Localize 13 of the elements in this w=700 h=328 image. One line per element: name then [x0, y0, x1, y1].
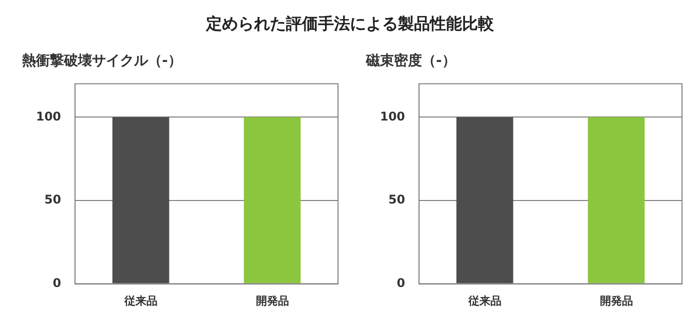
- y-tick-label: 50: [44, 192, 62, 207]
- y-tick-label: 0: [396, 276, 406, 290]
- y-tick-label: 0: [52, 276, 62, 290]
- x-tick-label: 開発品: [600, 294, 633, 308]
- chart-title: 熱衝撃破壊サイクル（-）: [21, 53, 182, 70]
- y-tick-label: 100: [380, 109, 406, 124]
- x-tick-label: 従来品: [467, 294, 502, 308]
- y-tick-label: 50: [388, 192, 406, 207]
- text: 定められた評価手法による製品性能比較: [204, 13, 495, 35]
- chart-title: 磁束密度（-）: [365, 52, 456, 70]
- x-tick-label: 開発品: [256, 294, 289, 308]
- y-tick-label: 100: [36, 109, 62, 124]
- x-tick-label: 従来品: [123, 294, 158, 308]
